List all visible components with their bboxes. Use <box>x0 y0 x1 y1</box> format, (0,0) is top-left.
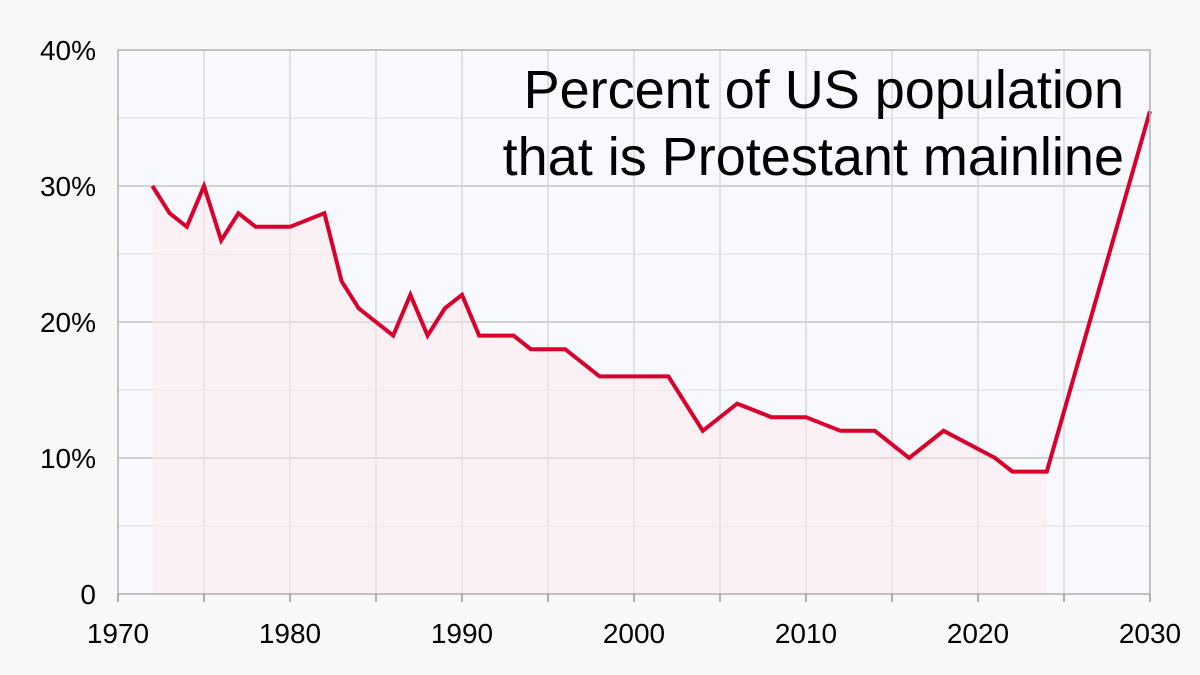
series-area <box>152 186 1047 594</box>
y-tick-label: 30% <box>40 171 96 202</box>
y-axis: 0 10% 20% 30% 40% <box>40 35 96 610</box>
y-tick-label: 20% <box>40 307 96 338</box>
series-line <box>150 110 1152 474</box>
y-tick-label: 40% <box>40 35 96 66</box>
x-tick-label: 2000 <box>603 618 665 649</box>
x-axis: 1970 1980 1990 2000 2010 2020 2030 <box>87 594 1181 649</box>
chart-title-line-2: that is Protestant mainline <box>503 127 1124 187</box>
y-tick-label: 0 <box>80 579 96 610</box>
x-tick-label: 1990 <box>431 618 493 649</box>
x-tick-label: 1980 <box>259 618 321 649</box>
x-tick-label: 2030 <box>1119 618 1181 649</box>
y-tick-label: 10% <box>40 443 96 474</box>
x-tick-label: 1970 <box>87 618 149 649</box>
x-tick-label: 2010 <box>775 618 837 649</box>
major-grid <box>118 185 1150 459</box>
x-tick-label: 2020 <box>947 618 1009 649</box>
chart-title-line-1: Percent of US population <box>524 60 1124 120</box>
